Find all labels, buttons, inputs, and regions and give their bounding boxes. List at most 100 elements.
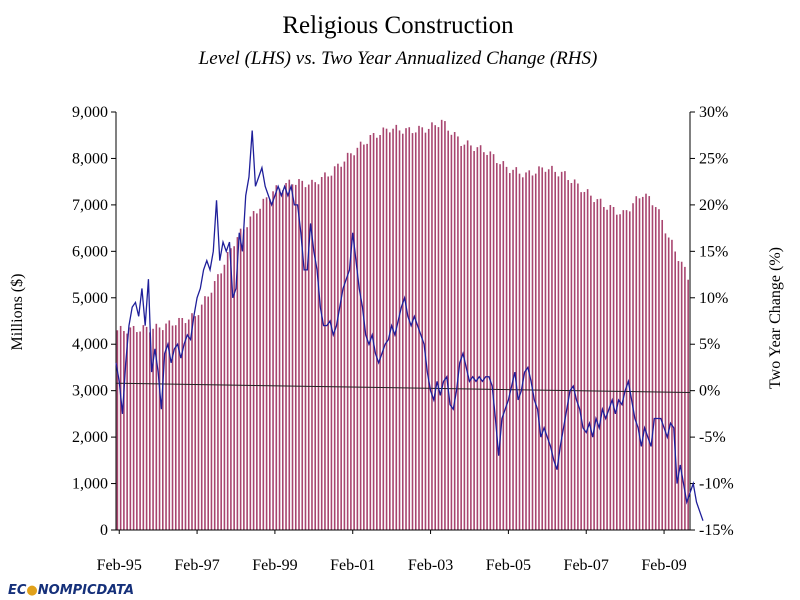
- level-bar: [486, 154, 488, 530]
- level-bar: [285, 183, 287, 530]
- level-bar: [450, 134, 453, 530]
- level-bar: [126, 333, 128, 530]
- x-tick-label: Feb-09: [641, 557, 686, 574]
- level-bar: [447, 130, 449, 530]
- level-bar: [187, 319, 190, 530]
- y-tick-label-left: 4,000: [72, 336, 108, 353]
- level-bar: [162, 330, 164, 530]
- level-bar: [664, 233, 667, 530]
- level-bar: [340, 166, 342, 531]
- level-bar: [330, 175, 333, 530]
- level-bar: [551, 165, 553, 530]
- y-tick-label-left: 2,000: [72, 429, 108, 446]
- level-bar: [291, 184, 294, 530]
- level-bar: [298, 179, 300, 531]
- level-bar: [346, 152, 349, 530]
- level-bar: [583, 191, 586, 530]
- level-bar: [217, 274, 219, 530]
- level-bar: [275, 185, 278, 531]
- level-bar: [651, 205, 654, 530]
- level-bar: [531, 175, 534, 530]
- level-bar: [136, 332, 138, 530]
- level-bar: [606, 209, 608, 531]
- level-bar: [661, 219, 664, 530]
- level-bar: [564, 171, 566, 530]
- level-bar: [638, 198, 641, 530]
- level-bar: [586, 189, 589, 530]
- level-bar: [628, 211, 631, 530]
- level-bar: [333, 166, 336, 530]
- y-tick-label-right: 25%: [699, 150, 728, 167]
- level-bar: [311, 179, 313, 530]
- level-bar: [648, 196, 651, 530]
- level-bar: [158, 327, 161, 530]
- level-bar: [350, 153, 352, 531]
- change-line: [115, 130, 704, 521]
- level-bar: [479, 145, 482, 530]
- level-bar: [207, 296, 209, 530]
- svg-text:EC●NOMPICDATA: EC●NOMPICDATA: [8, 583, 134, 598]
- level-bar: [457, 136, 459, 530]
- level-bar: [515, 167, 518, 531]
- x-tick-label: Feb-05: [486, 557, 531, 574]
- level-bar: [616, 214, 618, 530]
- level-bar: [544, 171, 547, 530]
- level-bar: [178, 317, 180, 530]
- level-bar: [246, 227, 248, 530]
- level-bar: [509, 173, 511, 530]
- level-bar: [554, 171, 556, 530]
- level-bar: [317, 184, 320, 530]
- y-tick-label-right: 15%: [699, 243, 728, 260]
- level-bar: [278, 188, 281, 530]
- level-bar: [470, 145, 472, 530]
- y-tick-label-left: 7,000: [72, 197, 108, 214]
- y-tick-label-right: -5%: [699, 429, 726, 446]
- level-bar: [590, 195, 592, 530]
- level-bar: [239, 228, 242, 530]
- level-bar: [538, 166, 540, 530]
- y-tick-label-left: 1,000: [72, 476, 108, 493]
- level-bar: [294, 184, 297, 530]
- level-bar: [129, 327, 132, 530]
- level-bar: [547, 169, 550, 531]
- level-bar: [262, 198, 265, 530]
- level-bar: [444, 121, 446, 530]
- level-bar: [230, 248, 232, 530]
- level-bar: [204, 296, 206, 530]
- level-bar: [265, 197, 268, 531]
- level-bar: [512, 169, 514, 530]
- level-bar: [366, 143, 368, 530]
- y-axis-label-left: Millions ($): [9, 274, 26, 351]
- level-bar: [132, 325, 135, 530]
- level-bar: [573, 179, 576, 530]
- level-bar: [437, 127, 440, 531]
- level-bar: [476, 147, 479, 530]
- level-bar: [427, 128, 430, 530]
- level-bar: [356, 147, 359, 530]
- level-bar: [314, 182, 317, 531]
- x-tick-label: Feb-97: [174, 557, 219, 574]
- level-bar: [596, 199, 599, 530]
- level-bar: [440, 119, 443, 530]
- y-tick-label-right: -15%: [699, 522, 734, 539]
- level-bar: [382, 127, 385, 530]
- chart-title: Religious Construction: [282, 12, 514, 39]
- level-bar: [411, 133, 414, 530]
- level-bar: [466, 140, 469, 530]
- level-bar: [376, 137, 378, 530]
- level-bar: [327, 176, 329, 531]
- level-bar: [379, 135, 381, 530]
- y-tick-label-left: 9,000: [72, 104, 108, 121]
- level-bar: [320, 177, 323, 530]
- level-bar: [123, 330, 125, 530]
- level-bar: [677, 261, 680, 530]
- level-bar: [236, 237, 239, 530]
- level-bar: [518, 173, 521, 531]
- level-bar: [139, 331, 141, 530]
- level-bar: [174, 325, 177, 530]
- level-bar: [165, 323, 167, 530]
- level-bar: [521, 177, 524, 530]
- level-bar: [534, 173, 537, 530]
- level-bar: [654, 207, 657, 531]
- level-bar: [155, 323, 158, 530]
